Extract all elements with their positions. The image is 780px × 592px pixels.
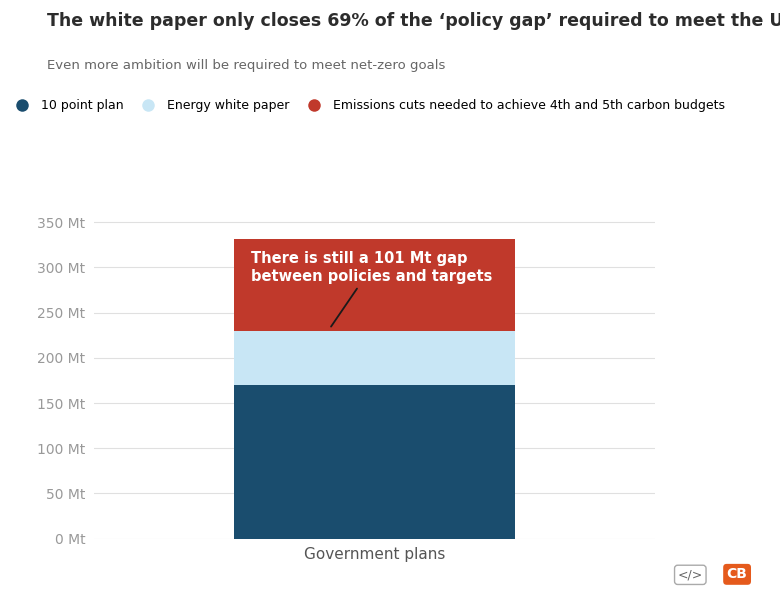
Text: CB: CB [727, 567, 747, 581]
Text: </>: </> [678, 568, 703, 581]
Legend: 10 point plan, Energy white paper, Emissions cuts needed to achieve 4th and 5th : 10 point plan, Energy white paper, Emiss… [5, 94, 730, 117]
Bar [234, 385, 515, 539]
Text: The white paper only closes 69% of the ‘policy gap’ required to meet the UK’s cl: The white paper only closes 69% of the ‘… [47, 12, 780, 30]
Text: Even more ambition will be required to meet net-zero goals: Even more ambition will be required to m… [47, 59, 445, 72]
Bar [234, 239, 515, 331]
Bar [234, 331, 515, 385]
Text: There is still a 101 Mt gap
between policies and targets: There is still a 101 Mt gap between poli… [251, 251, 492, 327]
